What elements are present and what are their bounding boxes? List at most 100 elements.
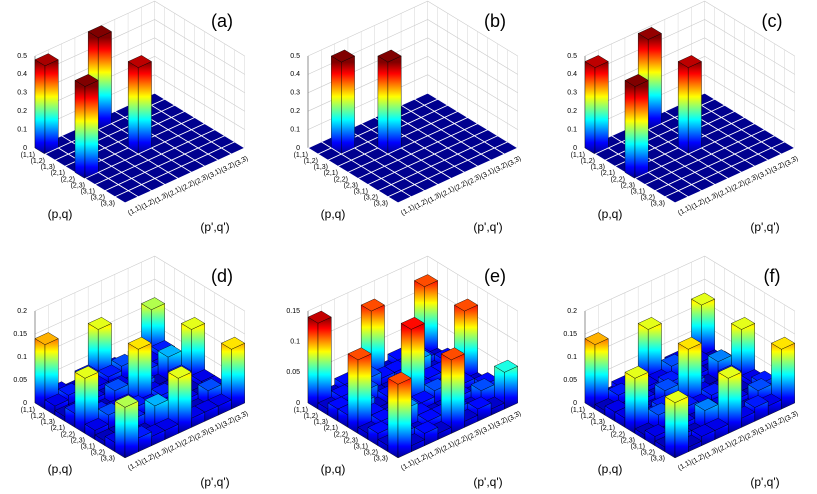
bar	[34, 53, 59, 155]
bar	[127, 55, 152, 155]
grid-line	[584, 278, 795, 335]
z-tick-label: 0.2	[567, 108, 577, 115]
bar-top	[150, 340, 176, 353]
bar-top	[74, 365, 99, 379]
bar-top	[413, 274, 439, 287]
bar	[387, 371, 412, 459]
bar-top	[584, 55, 609, 68]
bar-top	[624, 365, 649, 379]
bar-face	[341, 55, 355, 155]
bar-top	[584, 332, 609, 345]
grid-line	[34, 0, 245, 57]
bar-face	[634, 80, 649, 179]
bar-face	[231, 342, 245, 410]
z-tick-label: 0.3	[17, 90, 27, 97]
grid-line	[34, 37, 245, 94]
bar	[114, 394, 139, 459]
bar-top	[637, 27, 662, 40]
z-tick-label: 0.2	[567, 308, 577, 315]
y-axis-label: (p,q)	[321, 462, 346, 476]
bar-top	[140, 297, 166, 310]
bar-top	[127, 336, 152, 350]
y-tick-label: (3,3)	[101, 201, 115, 208]
panel: 0 0.05 0.1 0.15 (1,1)(1,2)(1,3)(2,1)(2,2)(2,…	[286, 255, 522, 489]
bar-top	[87, 317, 112, 330]
bar	[330, 49, 356, 155]
bar-face	[687, 61, 702, 155]
bar	[387, 190, 413, 204]
z-tick-label: 0	[573, 400, 577, 407]
z-tick-label: 0.1	[567, 126, 577, 133]
y-tick-label: (1,1)	[571, 152, 585, 159]
bar-top	[180, 317, 206, 330]
bar-face	[331, 55, 342, 155]
y-tick-label: (3,3)	[651, 201, 665, 208]
y-tick-label: (2,3)	[621, 182, 635, 189]
bar-top	[770, 336, 796, 350]
bar	[677, 55, 702, 155]
bar-face	[504, 365, 518, 410]
grid-line	[34, 278, 245, 335]
y-tick-label: (2,1)	[601, 170, 615, 177]
bar	[220, 336, 246, 410]
z-tick-label: 0.2	[17, 108, 27, 115]
grid-line	[307, 0, 518, 57]
y-tick-label: (3,2)	[91, 450, 105, 457]
x-tick-label: (3,3)	[506, 155, 522, 168]
bar	[167, 365, 192, 434]
y-tick-label: (1,3)	[591, 419, 605, 426]
z-tick-label: 0	[23, 400, 27, 407]
panel-label: (a)	[211, 11, 233, 31]
panel-label: (c)	[762, 11, 783, 31]
bar-face	[177, 371, 192, 434]
z-tick-label: 0.15	[286, 308, 300, 315]
bar-face	[127, 61, 139, 155]
z-tick-label: 0.2	[290, 108, 300, 115]
bar-face	[347, 353, 359, 434]
bar-top	[34, 332, 59, 345]
y-axis-label: (p,q)	[48, 207, 73, 221]
bar-top	[387, 371, 412, 385]
bar-top	[410, 390, 435, 404]
z-tick-label: 0.05	[563, 377, 577, 384]
bar-top	[44, 393, 69, 407]
bar-face	[440, 353, 452, 434]
panel-label: (d)	[211, 266, 233, 286]
y-tick-label: (2,3)	[344, 182, 358, 189]
grid-line	[34, 255, 245, 312]
bar-top	[467, 396, 492, 410]
bar-face	[357, 353, 372, 434]
bar	[414, 420, 439, 447]
bar-face	[137, 61, 152, 155]
y-tick-label: (1,1)	[21, 152, 35, 159]
bar-face	[677, 61, 689, 155]
y-tick-label: (3,2)	[641, 195, 655, 202]
x-tick-label: (3,3)	[783, 155, 799, 168]
y-tick-label: (2,1)	[51, 170, 65, 177]
bar-face	[97, 31, 112, 131]
bar-top	[690, 292, 716, 306]
bar-top	[691, 424, 716, 437]
z-tick-label: 0.1	[567, 354, 577, 361]
y-tick-label: (1,2)	[31, 413, 45, 420]
bar-face	[584, 338, 596, 410]
z-tick-label: 0.1	[17, 354, 27, 361]
bar-face	[44, 59, 59, 155]
y-tick-label: (1,1)	[571, 407, 585, 414]
bar-top	[360, 298, 385, 312]
bar-top	[387, 190, 413, 204]
bar-top	[637, 317, 662, 330]
bar-face	[781, 342, 795, 410]
bar-top	[167, 365, 192, 379]
z-tick-label: 0	[573, 145, 577, 152]
bar-top	[414, 420, 439, 434]
z-tick-label: 0.15	[563, 331, 577, 338]
bar-face	[317, 316, 332, 410]
bar	[377, 49, 402, 155]
bar-face	[74, 80, 86, 179]
y-tick-label: (1,1)	[294, 407, 308, 414]
x-tick-label: (3,3)	[233, 410, 249, 423]
bar	[440, 347, 465, 434]
x-axis-label: (p',q')	[473, 220, 502, 234]
z-tick-label: 0.3	[290, 90, 300, 97]
